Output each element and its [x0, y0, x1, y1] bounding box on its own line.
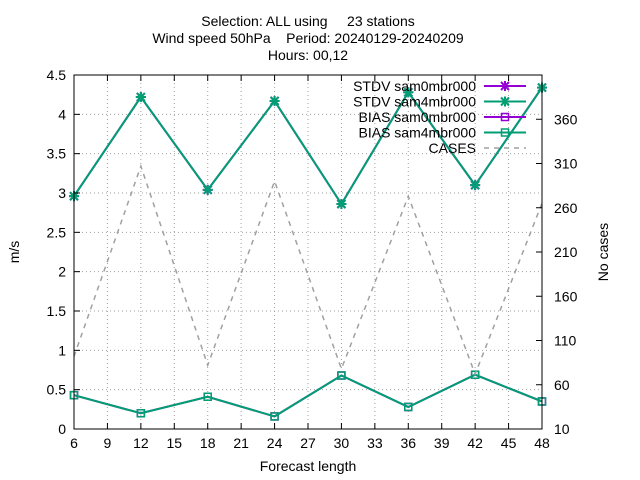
- data-point: [135, 92, 146, 103]
- x-tick-label: 27: [300, 435, 316, 451]
- x-tick-label: 42: [467, 435, 483, 451]
- legend-label: STDV sam4mbr000: [353, 94, 476, 110]
- x-tick-label: 21: [233, 435, 249, 451]
- y-tick-label: 0: [58, 421, 66, 437]
- series-line-3: [73, 373, 543, 418]
- series-line-1: [73, 87, 543, 206]
- x-tick-label: 12: [133, 435, 149, 451]
- y2-tick-label: 160: [554, 288, 578, 304]
- y-tick-label: 2: [58, 264, 66, 280]
- title-line: Wind speed 50hPa Period: 20240129-202402…: [152, 30, 464, 46]
- axis-ticks: 6 9 12 15 18 21 24 27 30 33 36 39 42 45 48 0 0.5 1 1.5 2 2.5…: [47, 67, 578, 451]
- y2-tick-label: 60: [554, 377, 570, 393]
- x-tick-label: 36: [400, 435, 416, 451]
- x-tick-label: 33: [367, 435, 383, 451]
- data-point: [270, 412, 279, 421]
- x-tick-label: 45: [501, 435, 517, 451]
- data-point: [403, 87, 414, 98]
- x-tick-label: 15: [166, 435, 182, 451]
- y-tick-label: 1.5: [47, 303, 67, 319]
- y-tick-label: 2.5: [47, 224, 67, 240]
- grid: [74, 75, 542, 429]
- y-tick-label: 4.5: [47, 67, 67, 83]
- legend-marker: [500, 81, 510, 91]
- y2-tick-label: 10: [554, 421, 570, 437]
- legend-marker: [500, 128, 510, 137]
- legend-marker: [500, 96, 510, 107]
- title-line: Hours: 00,12: [268, 47, 348, 63]
- data-point: [336, 199, 347, 210]
- legend-marker: [500, 112, 510, 122]
- data-point: [470, 180, 481, 191]
- series-line-4: [73, 163, 543, 377]
- x-tick-label: 48: [534, 435, 550, 451]
- data-point: [470, 370, 480, 379]
- x-tick-label: 6: [70, 435, 78, 451]
- y-axis-label: m/s: [6, 241, 22, 264]
- y2-tick-label: 260: [554, 200, 578, 216]
- y-tick-label: 1: [58, 342, 66, 358]
- y2-axis-label: No cases: [595, 223, 611, 281]
- x-tick-label: 18: [200, 435, 216, 451]
- legend-label: CASES: [429, 140, 476, 156]
- legend-label: BIAS sam0mbr000: [359, 109, 477, 125]
- y2-tick-label: 310: [554, 156, 578, 172]
- x-tick-label: 9: [104, 435, 112, 451]
- legend-label: BIAS sam4mbr000: [359, 125, 477, 141]
- data-point: [269, 95, 280, 106]
- data-point: [202, 184, 213, 195]
- y2-tick-label: 110: [554, 333, 577, 349]
- legend-label: STDV sam0mbr000: [353, 78, 476, 94]
- data-point: [404, 402, 413, 412]
- y-tick-label: 0.5: [47, 382, 67, 398]
- data-point: [136, 409, 146, 418]
- data-point: [337, 371, 346, 380]
- x-tick-label: 39: [434, 435, 450, 451]
- y-tick-label: 3: [58, 185, 66, 201]
- x-axis-label: Forecast length: [260, 458, 357, 474]
- y2-tick-label: 360: [554, 111, 578, 127]
- title-line: Selection: ALL using 23 stations: [201, 13, 415, 29]
- y2-tick-label: 210: [554, 244, 578, 260]
- y-tick-label: 4: [58, 106, 66, 122]
- data-point: [203, 392, 212, 401]
- x-tick-label: 30: [334, 435, 350, 451]
- y-tick-label: 3.5: [47, 146, 67, 162]
- x-tick-label: 24: [267, 435, 283, 451]
